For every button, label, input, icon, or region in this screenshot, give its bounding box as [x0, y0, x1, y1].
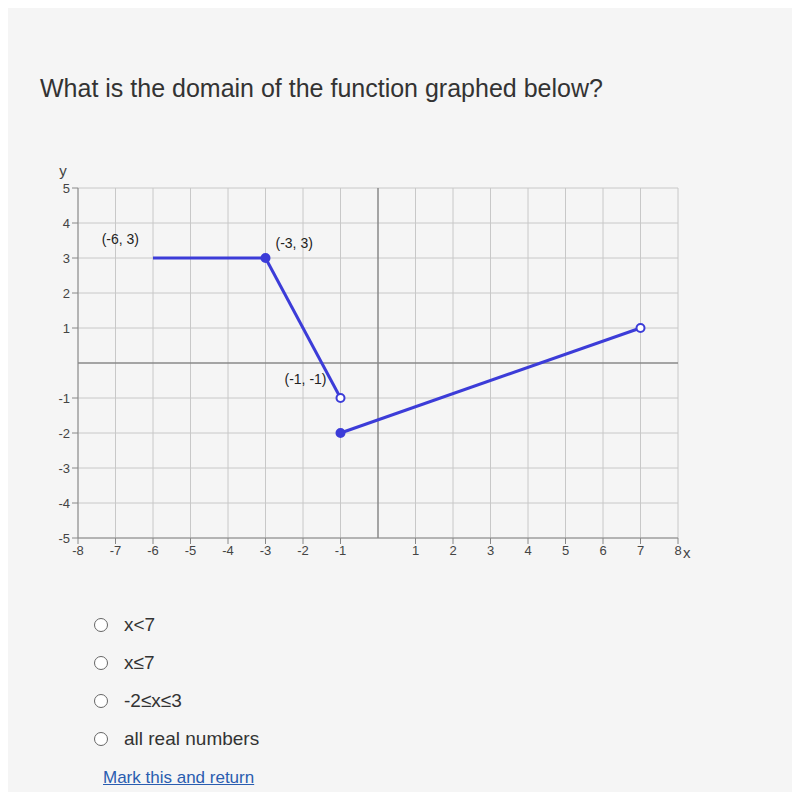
svg-text:1: 1 — [63, 321, 70, 336]
svg-text:(-1, -1): (-1, -1) — [285, 371, 327, 387]
svg-text:7: 7 — [637, 543, 644, 558]
svg-text:5: 5 — [63, 181, 70, 196]
html-text:all real numbers: all real numbers — [124, 728, 260, 749]
svg-text:-7: -7 — [110, 543, 122, 558]
svg-text:-5: -5 — [185, 543, 197, 558]
svg-text:3: 3 — [63, 251, 70, 266]
html-text:What is the domain of the func: What is the domain of the function graph… — [40, 74, 603, 102]
svg-text:y: y — [59, 162, 67, 179]
svg-text:2: 2 — [63, 286, 70, 301]
svg-text:4: 4 — [63, 216, 70, 231]
svg-text:-3: -3 — [58, 461, 70, 476]
svg-text:1: 1 — [412, 543, 419, 558]
svg-text:-2: -2 — [297, 543, 309, 558]
svg-text:2: 2 — [449, 543, 456, 558]
svg-text:-5: -5 — [58, 531, 70, 546]
svg-text:8: 8 — [674, 543, 681, 558]
svg-text:3: 3 — [487, 543, 494, 558]
html-text:x<7: x<7 — [124, 614, 156, 635]
html-text:Mark this and return: Mark this and return — [103, 768, 255, 787]
svg-text:(-6, 3): (-6, 3) — [102, 231, 139, 247]
svg-text:-3: -3 — [260, 543, 272, 558]
svg-text:4: 4 — [524, 543, 531, 558]
svg-text:x: x — [683, 544, 691, 561]
svg-text:-1: -1 — [58, 391, 70, 406]
html-text:x≤7: x≤7 — [124, 652, 155, 673]
svg-text:6: 6 — [599, 543, 606, 558]
svg-text:5: 5 — [562, 543, 569, 558]
html-text:-2≤x≤3: -2≤x≤3 — [124, 690, 182, 711]
svg-text:-4: -4 — [58, 496, 70, 511]
svg-text:-8: -8 — [72, 543, 84, 558]
svg-text:-6: -6 — [147, 543, 159, 558]
svg-text:-2: -2 — [58, 426, 70, 441]
svg-text:(-3, 3): (-3, 3) — [276, 235, 313, 251]
svg-text:-1: -1 — [335, 543, 347, 558]
svg-text:-4: -4 — [222, 543, 234, 558]
